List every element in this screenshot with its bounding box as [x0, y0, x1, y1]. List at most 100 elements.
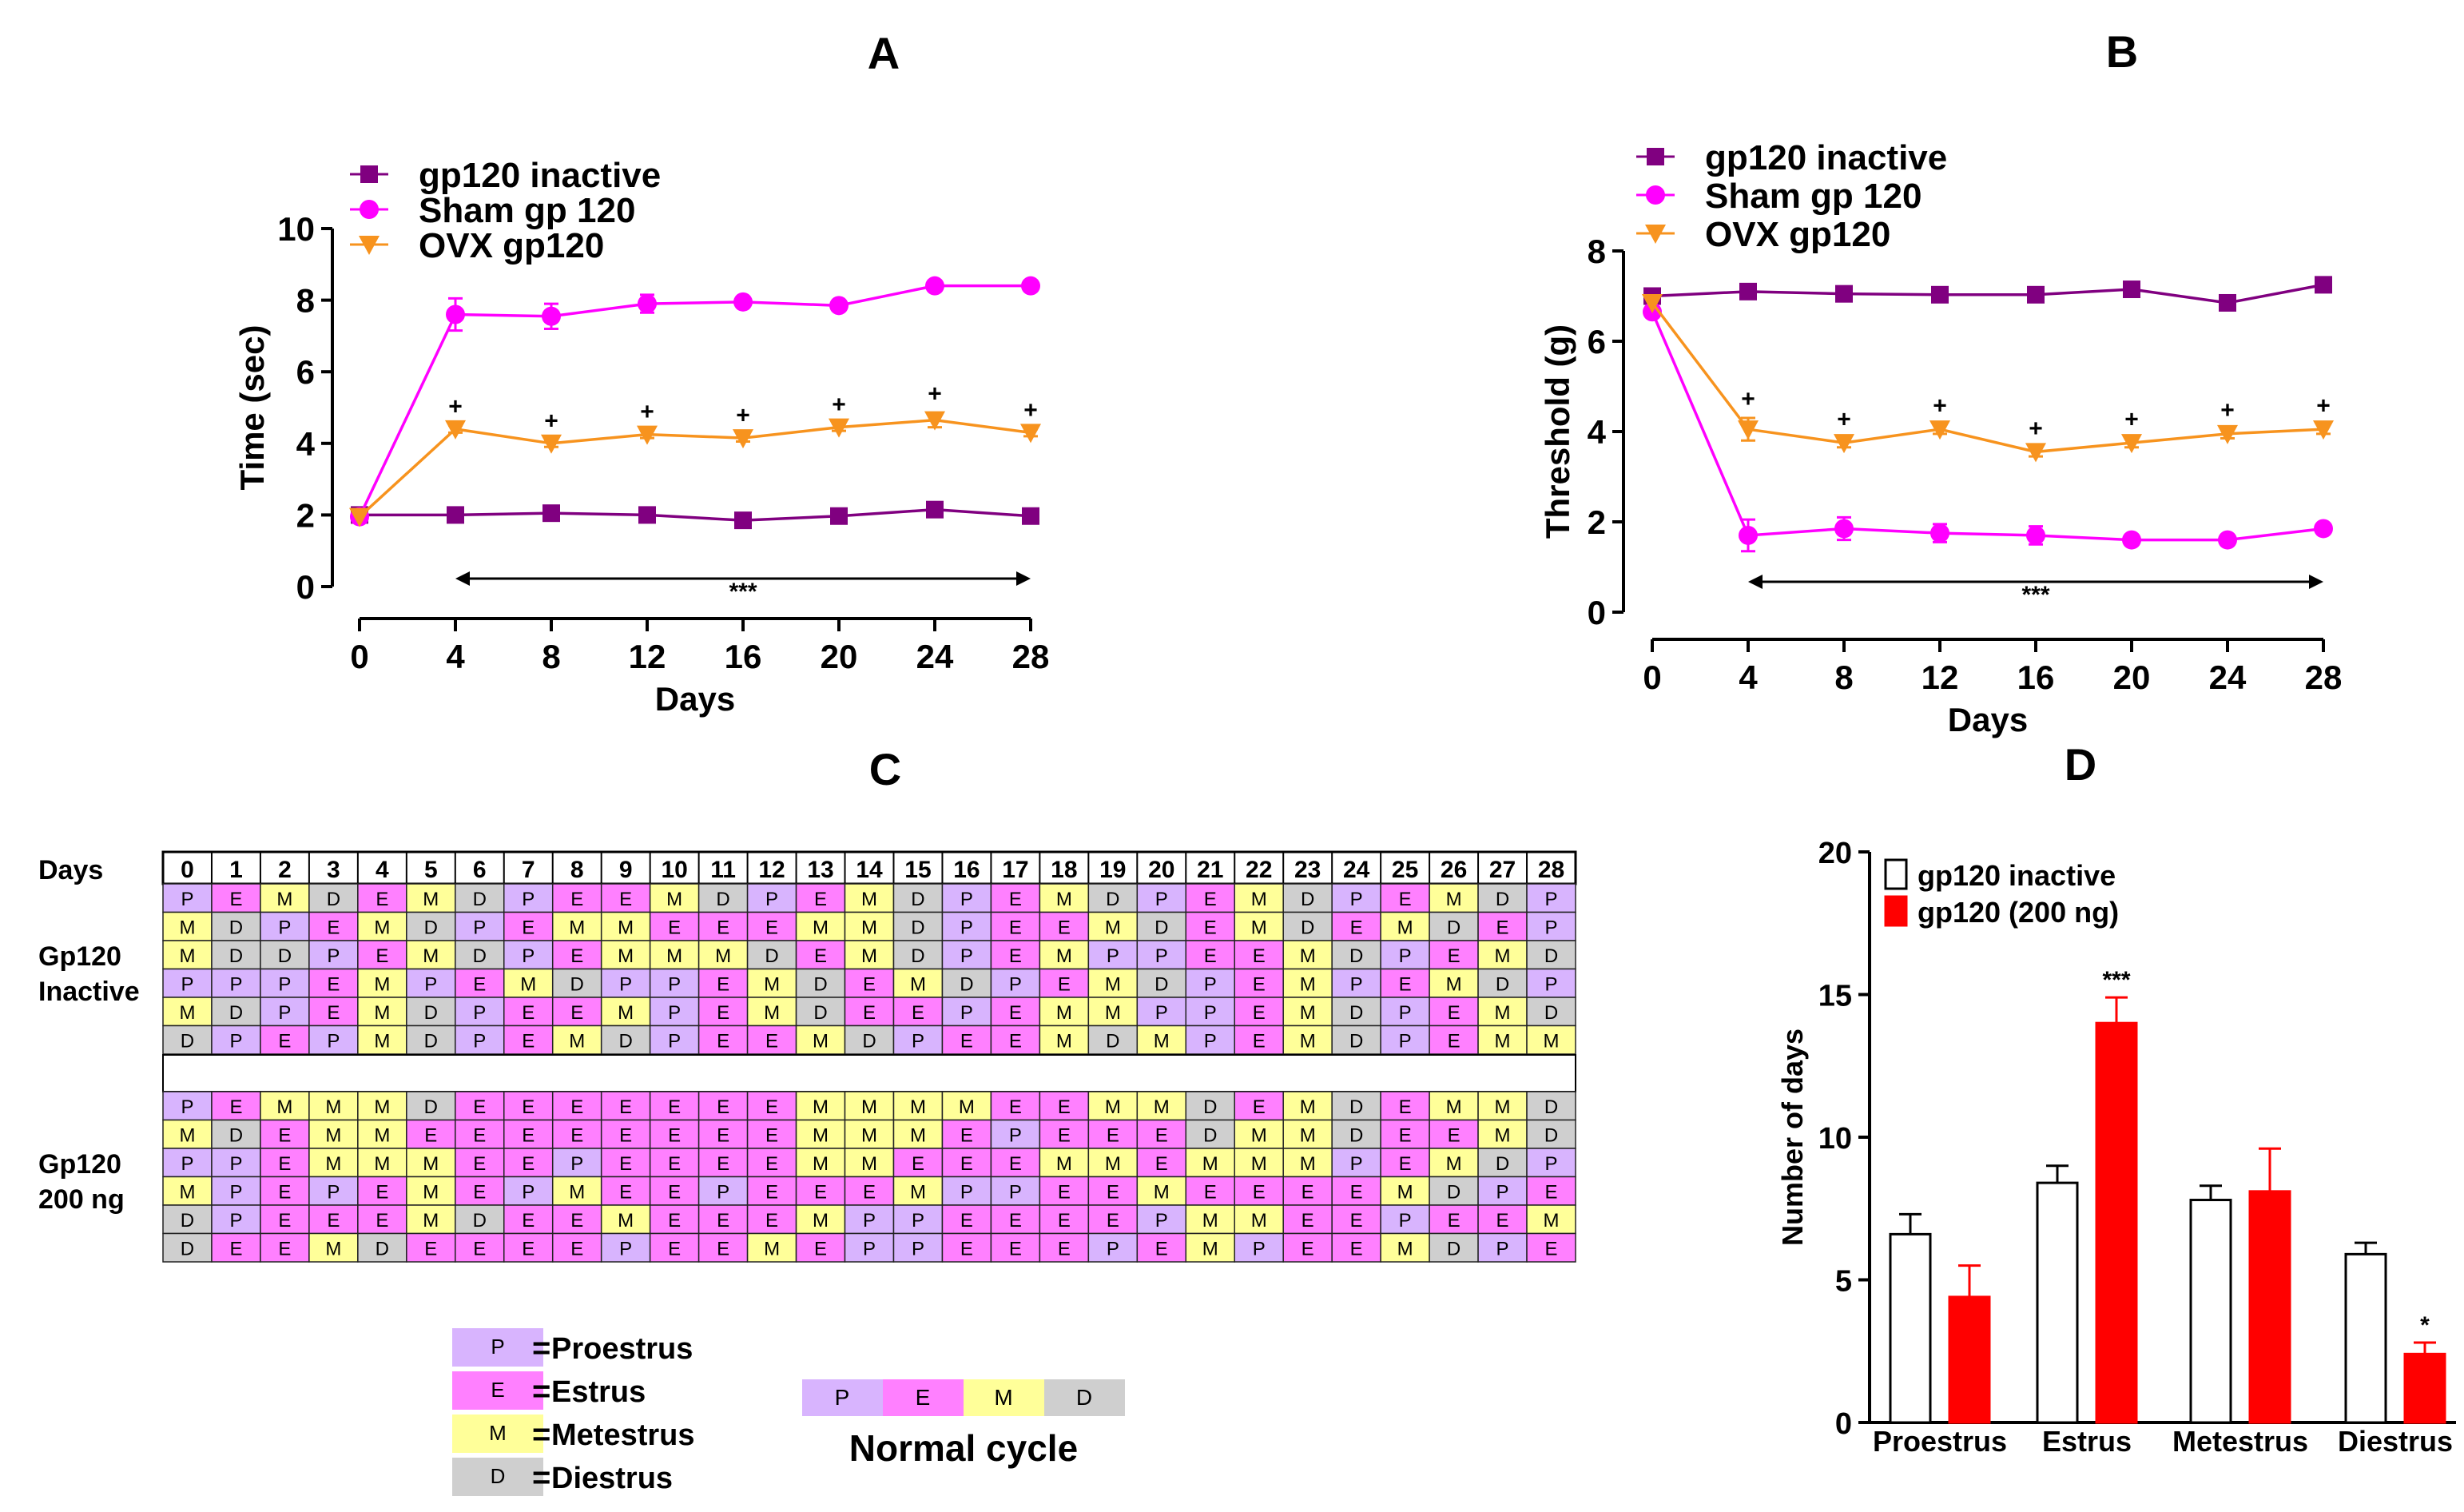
panel-c-cell — [357, 940, 407, 970]
panel-c-cell-label: M — [1056, 945, 1072, 967]
panel-c-cell-label: D — [1544, 1096, 1558, 1118]
panel-c-cell — [697, 1148, 749, 1178]
panel-c-cell-label: D — [473, 889, 487, 910]
panel-c-day-label: 8 — [570, 857, 584, 883]
panel-c-cell — [892, 997, 944, 1027]
panel-a-legend-label: gp120 inactive — [419, 156, 661, 195]
panel-b-y-tick-label: 4 — [1588, 413, 1607, 451]
panel-c-cell-label: E — [278, 1210, 291, 1231]
panel-c-cell-label: E — [668, 1153, 681, 1175]
panel-c-cell-label: E — [1009, 1096, 1022, 1118]
panel-c-cell-label: M — [1251, 1124, 1267, 1146]
panel-c-cell — [211, 1204, 261, 1235]
panel-c-cell — [746, 1091, 797, 1121]
panel-c-cell — [503, 1232, 554, 1263]
panel-c-legend-equals: = — [532, 1331, 550, 1366]
panel-a-x-tick-label: 24 — [916, 638, 954, 675]
panel-c-cell — [1185, 940, 1235, 970]
panel-c-cell-label: D — [1544, 1124, 1558, 1146]
panel-c-cell-label: E — [1302, 1181, 1314, 1203]
panel-c-cell-label: P — [278, 973, 291, 995]
panel-c-cell — [600, 883, 651, 913]
panel-c-cell-label: E — [717, 973, 729, 995]
panel-c-cell-label: E — [1545, 1181, 1558, 1203]
panel-b-data-point — [1931, 285, 1949, 304]
panel-a-y-tick-label: 10 — [277, 210, 315, 248]
panel-c-cell — [1039, 1204, 1090, 1235]
panel-c-cell-label: P — [1399, 1210, 1412, 1231]
panel-c-cell-label: E — [327, 973, 340, 995]
panel-a-plus-mark: + — [832, 392, 846, 418]
panel-c-cell-label: M — [910, 1096, 926, 1118]
panel-c-cell-label: P — [522, 1181, 535, 1203]
panel-c-day-label: 15 — [904, 857, 931, 883]
panel-c-cell-label: P — [1496, 1238, 1509, 1259]
panel-c-day-label: 20 — [1148, 857, 1174, 883]
panel-a-y-tick-label: 4 — [296, 425, 316, 463]
panel-c-cell-label: D — [1496, 973, 1509, 995]
panel-c-cell-label: P — [668, 1030, 681, 1052]
panel-c-cell-label: E — [522, 1002, 535, 1024]
panel-c-cell-label: E — [229, 1096, 242, 1118]
panel-c-normal-cycle-label: D — [1076, 1385, 1092, 1410]
panel-c-cell-label: E — [1399, 889, 1412, 910]
panel-b-plus-mark: + — [2316, 393, 2331, 420]
panel-b-y-tick-label: 0 — [1588, 594, 1606, 631]
panel-c-cell-label: M — [1202, 1238, 1218, 1259]
panel-b-x-tick-label: 16 — [2017, 659, 2055, 696]
panel-c-cell-label: E — [668, 1181, 681, 1203]
panel-c-cell-label: P — [960, 889, 973, 910]
panel-a-data-point — [638, 294, 657, 314]
panel-c-cell — [795, 1091, 846, 1121]
panel-c-cell-label: E — [1204, 889, 1217, 910]
panel-c-cell — [1477, 911, 1528, 941]
panel-c-group-label: Inactive — [38, 977, 140, 1007]
panel-c-cell — [990, 1176, 1041, 1206]
panel-c-cell — [844, 1232, 895, 1263]
panel-c-cell — [455, 1232, 505, 1263]
panel-b-data-point — [2026, 525, 2045, 545]
panel-c-normal-cycle-label: M — [994, 1385, 1012, 1410]
panel-c-cell-label: E — [229, 889, 242, 910]
panel-c-cell — [1477, 1232, 1528, 1263]
panel-c-cell — [455, 940, 505, 970]
panel-c-cell-label: D — [1155, 973, 1168, 995]
panel-c-cell-label: M — [813, 1124, 829, 1146]
panel-c-cell-label: D — [229, 1002, 243, 1024]
panel-c-cell-label: P — [1350, 1153, 1363, 1175]
panel-c-cell-label: E — [1302, 1238, 1314, 1259]
panel-c-cell — [1477, 1148, 1528, 1178]
panel-c-cell-label: E — [668, 1096, 681, 1118]
panel-c-cell — [600, 1176, 651, 1206]
panel-c-cell-label: E — [1448, 1030, 1461, 1052]
panel-c-day-label: 23 — [1294, 857, 1321, 883]
panel-c-cell-label: E — [1058, 917, 1071, 938]
panel-b-data-point — [2027, 285, 2045, 304]
panel-c-cell — [1477, 1176, 1528, 1206]
panel-c-cell — [357, 1176, 407, 1206]
panel-c-cell-label: P — [619, 1238, 632, 1259]
panel-c-cell — [1039, 1232, 1090, 1263]
panel-a-significance: *** — [729, 579, 757, 605]
panel-c-cell-label: E — [278, 1238, 291, 1259]
panel-c-cell-label: E — [1009, 889, 1022, 910]
panel-c-cell-label: P — [912, 1238, 924, 1259]
panel-c-cell-label: M — [179, 945, 195, 967]
panel-d-y-label: Number of days — [1776, 1029, 1809, 1246]
panel-c-cell-label: M — [813, 1096, 829, 1118]
panel-c-cell-label: E — [1253, 945, 1266, 967]
panel-c-cell-label: E — [1399, 973, 1412, 995]
panel-c-day-label: 13 — [807, 857, 833, 883]
panel-c-cell-label: M — [276, 1096, 292, 1118]
panel-a-x-label: Days — [655, 680, 735, 718]
panel-c-cell — [455, 1119, 505, 1149]
panel-a-title: A — [868, 28, 900, 78]
panel-c-cell-label: M — [813, 1210, 829, 1231]
panel-c-cell — [1234, 1148, 1284, 1178]
panel-c-cell — [941, 1025, 992, 1055]
panel-c-cell-label: E — [814, 1181, 827, 1203]
panel-c-cell — [406, 1204, 456, 1235]
panel-c-cell-label: D — [1203, 1096, 1217, 1118]
panel-c-cell-label: E — [327, 1210, 340, 1231]
panel-c-cell-label: E — [765, 1124, 778, 1146]
